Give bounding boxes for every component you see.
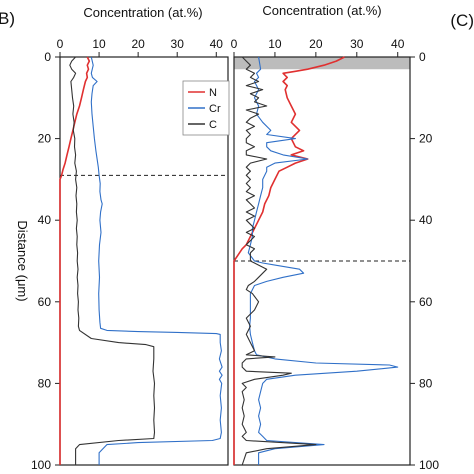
legend: N Cr C [182,80,230,136]
x-tick-label: 30 [350,37,364,51]
x-tick-label: 0 [231,37,238,51]
y-tick-label: 0 [44,50,51,64]
series-line-c [69,56,156,465]
x-tick-label: 30 [171,37,185,51]
x-tick-label: 0 [57,37,64,51]
surface-band [234,57,410,70]
panel-label: (C) [450,11,474,30]
chart-panel-2: 0 10 20 30 40 0 20 40 60 80 100 Concentration (at.%… [182,3,474,472]
y-axis-title: Distance (μm) [15,220,30,301]
series-line-cr [90,56,223,465]
y-tick-label: 80 [419,376,433,390]
legend-label-n: N [209,87,217,99]
legend-label-c: C [209,119,217,131]
y-tick-label: 0 [419,50,426,64]
series-line-cr [247,56,399,465]
series-line-n [59,56,91,465]
series-line-c [241,56,317,466]
y-tick-label: 60 [419,295,433,309]
x-tick-label: 20 [131,37,145,51]
x-tick-label: 20 [309,37,323,51]
y-tick-label: 40 [38,213,52,227]
x-axis-title: Concentration (at.%) [262,3,381,18]
panel-label: B) [0,9,15,28]
legend-label-cr: Cr [209,103,221,115]
y-tick-label: 20 [38,132,52,146]
y-tick-label: 100 [419,458,439,472]
x-tick-label: 40 [391,37,405,51]
x-tick-label: 10 [268,37,282,51]
y-tick-label: 20 [419,132,433,146]
y-tick-label: 60 [38,295,52,309]
x-axis-title: Concentration (at.%) [83,5,202,20]
y-tick-label: 100 [31,458,51,472]
chart-panel-1: 0 10 20 30 40 0 20 40 60 80 100 Concentration (at.%… [0,5,229,472]
y-tick-label: 40 [419,213,433,227]
x-tick-label: 10 [92,37,106,51]
x-tick-label: 40 [210,37,224,51]
y-tick-label: 80 [38,376,52,390]
